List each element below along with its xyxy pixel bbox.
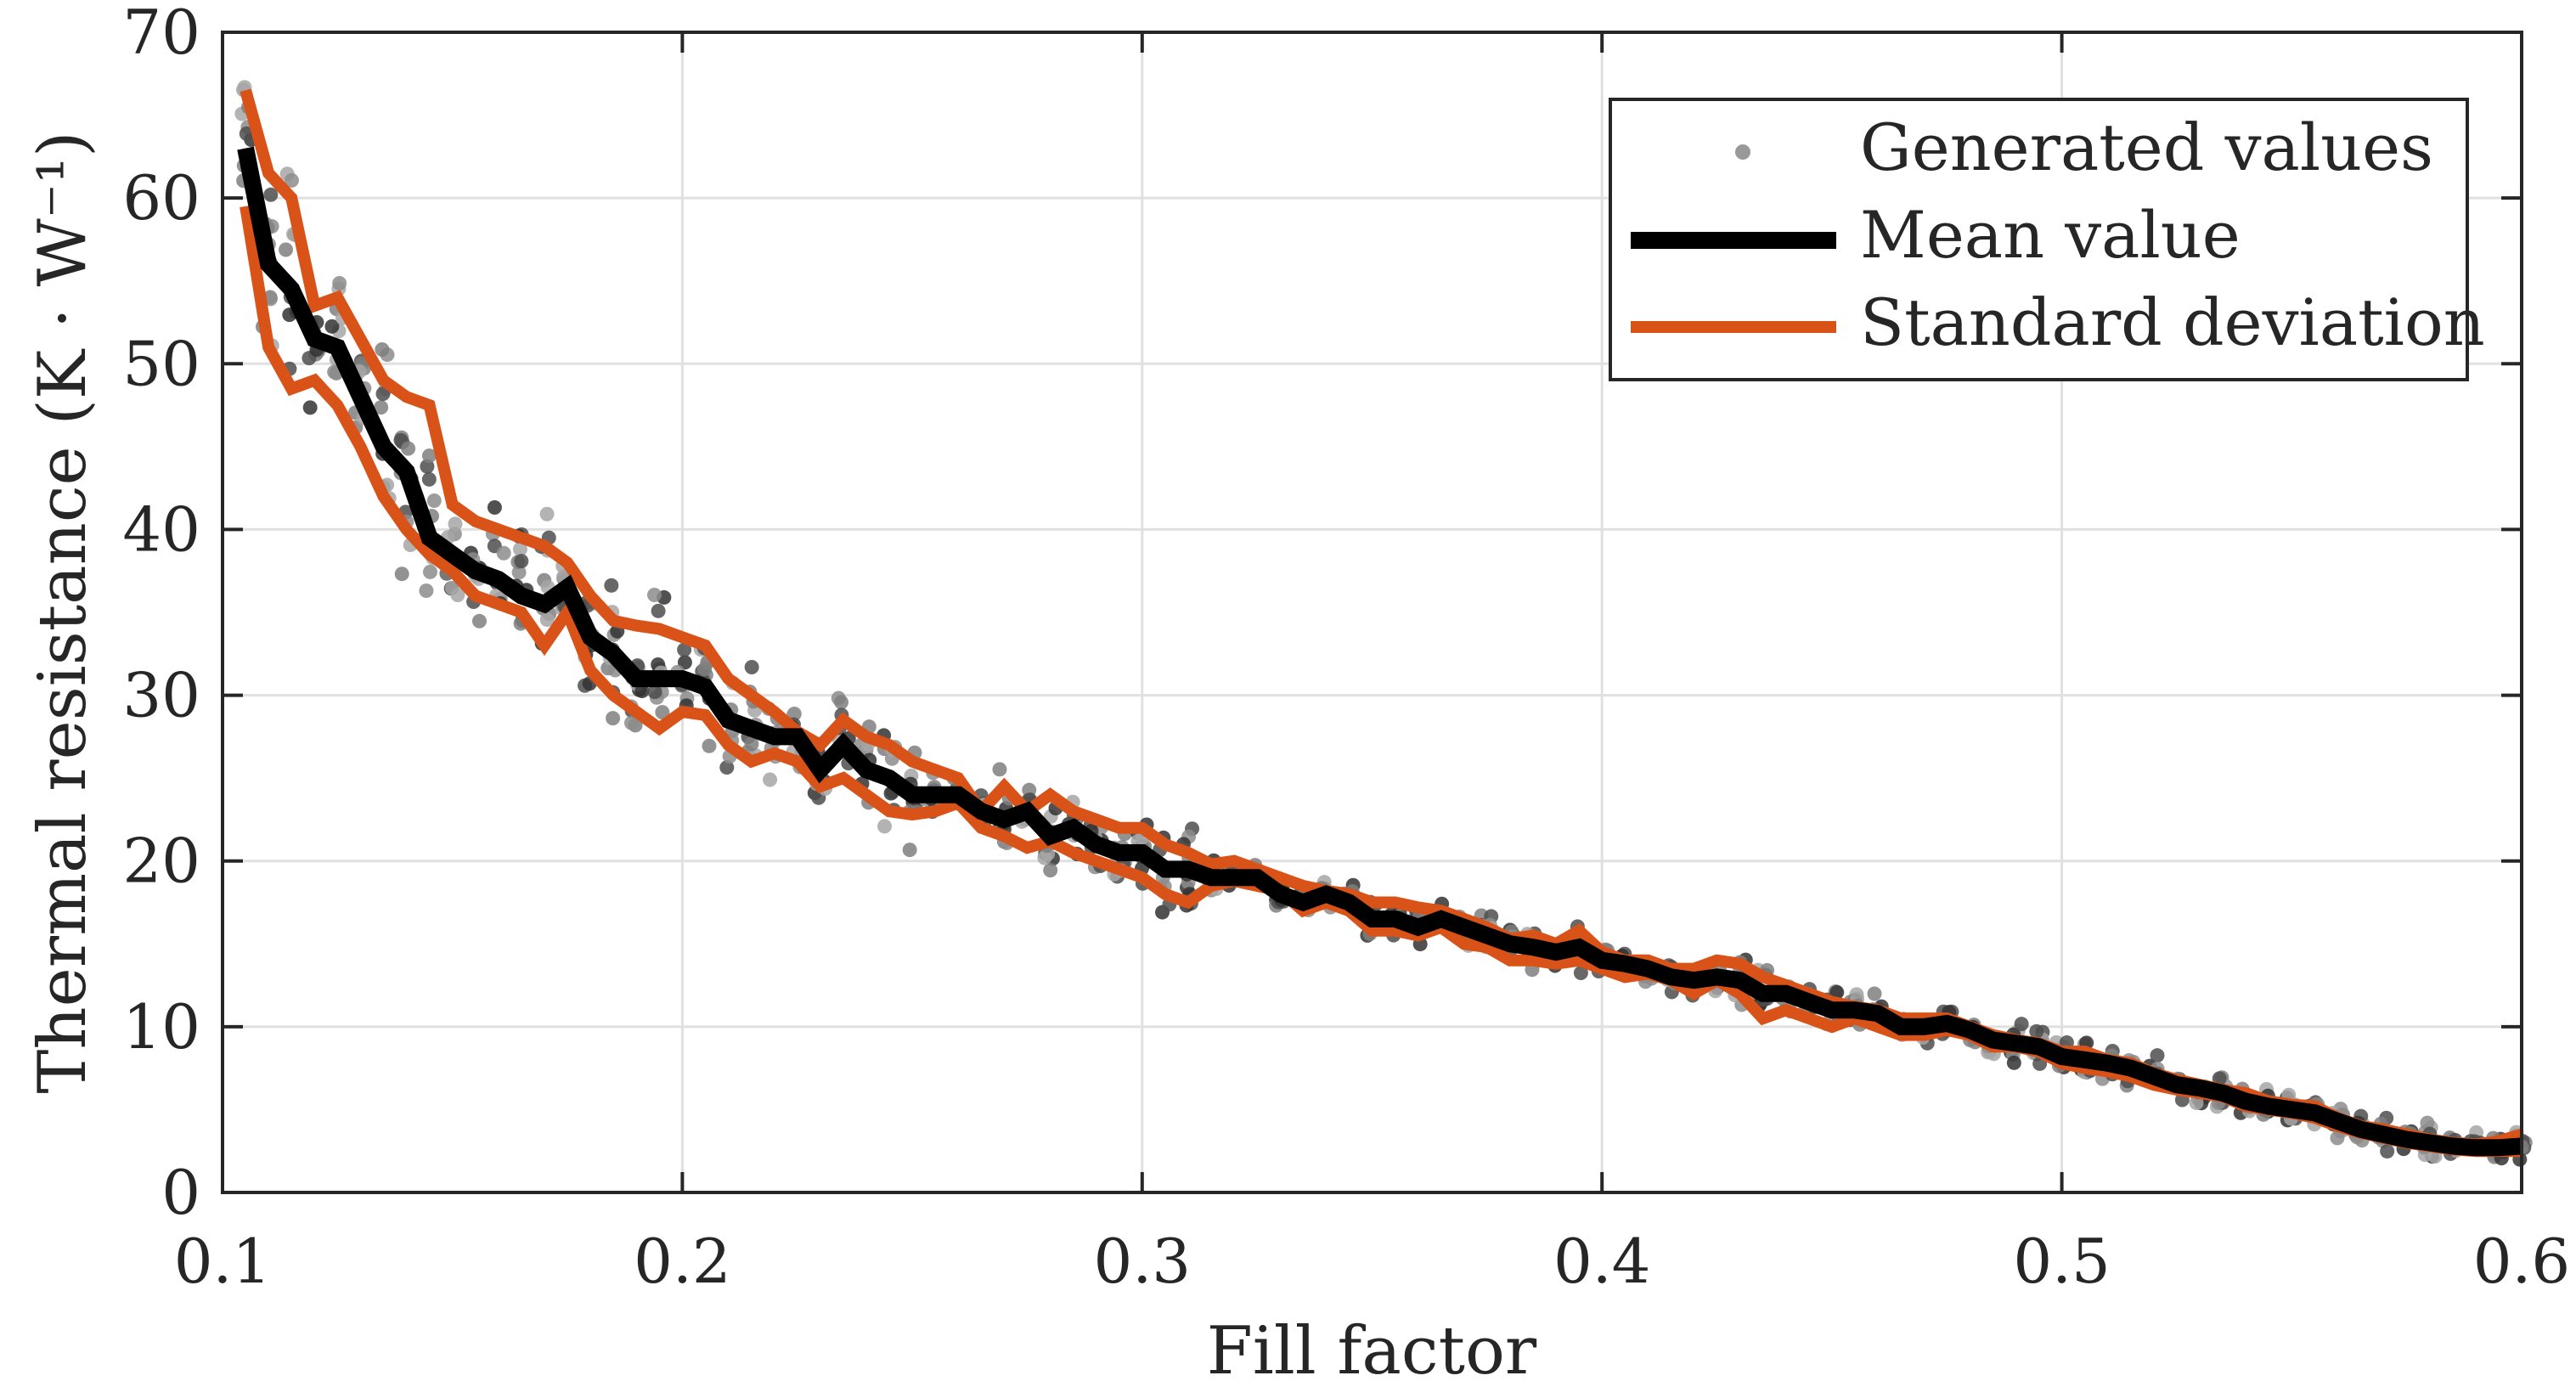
y-tick-label: 50	[122, 328, 200, 399]
scatter-point	[2150, 1048, 2165, 1063]
scatter-point	[786, 706, 802, 721]
y-tick-label: 30	[122, 660, 200, 731]
scatter-point	[647, 685, 662, 700]
scatter-point	[374, 400, 389, 415]
y-axis-label: Thermal resistance (K · W⁻¹)	[25, 131, 101, 1093]
scatter-point	[496, 545, 511, 561]
scatter-point	[375, 386, 391, 402]
x-tick-label: 0.1	[174, 1226, 272, 1297]
scatter-point	[744, 659, 759, 674]
y-tick-labels: 0 10 20 30 40 50 60 70	[122, 0, 200, 1228]
scatter-point	[284, 172, 299, 188]
y-tick-label: 10	[122, 991, 200, 1063]
scatter-point	[634, 683, 650, 698]
scatter-point	[651, 603, 666, 618]
scatter-point	[697, 662, 713, 677]
scatter-point	[539, 612, 555, 628]
scatter-point	[324, 318, 340, 334]
y-tick-label: 0	[161, 1157, 200, 1228]
axis-ticks	[221, 31, 2523, 1194]
scatter-point	[606, 711, 621, 726]
scatter-point	[877, 819, 893, 834]
scatter-point	[401, 441, 416, 456]
scatter-point	[2029, 1023, 2044, 1039]
scatter-point	[420, 459, 435, 474]
scatter-point	[332, 276, 347, 291]
scatter-point	[512, 542, 527, 557]
legend-label-mean: Mean value	[1860, 197, 2241, 273]
scatter-point	[514, 554, 529, 569]
legend: Generated values Mean value Standard dev…	[1609, 98, 2485, 381]
x-tick-labels: 0.1 0.2 0.3 0.4 0.5 0.6	[174, 1226, 2571, 1297]
y-tick-label: 40	[122, 493, 200, 565]
scatter-point	[2420, 1115, 2435, 1130]
scatter-point	[394, 567, 409, 582]
scatter-point	[421, 471, 437, 487]
plot-area-frame	[221, 31, 2523, 1194]
scatter-point	[471, 613, 487, 629]
scatter-point	[539, 506, 555, 521]
scatter-point	[677, 642, 692, 657]
y-tick-label: 70	[122, 0, 200, 68]
scatter-point	[744, 736, 759, 752]
data-lines	[237, 88, 2523, 1158]
scatter-point	[487, 499, 502, 515]
y-tick-label: 20	[122, 826, 200, 897]
scatter-point	[2330, 1130, 2345, 1146]
x-tick-label: 0.6	[2473, 1226, 2571, 1297]
scatter-point	[834, 695, 849, 710]
scatter-point	[444, 580, 459, 595]
scatter-point	[263, 187, 279, 202]
x-tick-label: 0.3	[1094, 1226, 1192, 1297]
legend-scatter-marker	[1735, 144, 1750, 160]
x-axis-label: Fill factor	[1207, 1313, 1537, 1390]
mean-line	[237, 146, 2522, 1157]
scatter-point	[375, 342, 390, 358]
x-tick-label: 0.2	[634, 1226, 731, 1297]
y-tick-label: 60	[122, 162, 200, 234]
scatter-point	[422, 564, 437, 579]
scatter-point	[426, 493, 442, 509]
scatter-point	[1043, 863, 1058, 878]
scatter-point	[302, 400, 318, 415]
scatter-point	[719, 760, 735, 775]
scatter-point	[239, 126, 254, 141]
scatter-point	[646, 587, 662, 602]
scatter-point	[677, 655, 692, 670]
scatter-point	[655, 705, 670, 720]
x-tick-label: 0.5	[2013, 1226, 2111, 1297]
x-tick-label: 0.4	[1553, 1226, 1651, 1297]
scatter-point	[902, 843, 917, 858]
scatter-point	[419, 583, 434, 598]
scatter-point	[2189, 1096, 2204, 1111]
scatter-point	[992, 762, 1007, 777]
scatter-point	[2006, 1055, 2021, 1070]
scatter-point	[1867, 986, 1882, 1001]
scatter-point	[2014, 1017, 2029, 1032]
scatter-point	[763, 772, 778, 787]
legend-label-generated: Generated values	[1860, 110, 2433, 185]
scatter-point	[2380, 1144, 2395, 1159]
scatter-point	[604, 578, 619, 593]
scatter-point	[279, 242, 294, 257]
scatter-point	[448, 516, 463, 532]
scatter-point	[624, 715, 640, 730]
scatter-point	[421, 448, 437, 464]
legend-label-std: Standard deviation	[1860, 285, 2485, 360]
scatter-point	[1573, 966, 1588, 981]
scatter-point	[1829, 984, 1845, 1000]
scatter-point	[702, 738, 717, 753]
